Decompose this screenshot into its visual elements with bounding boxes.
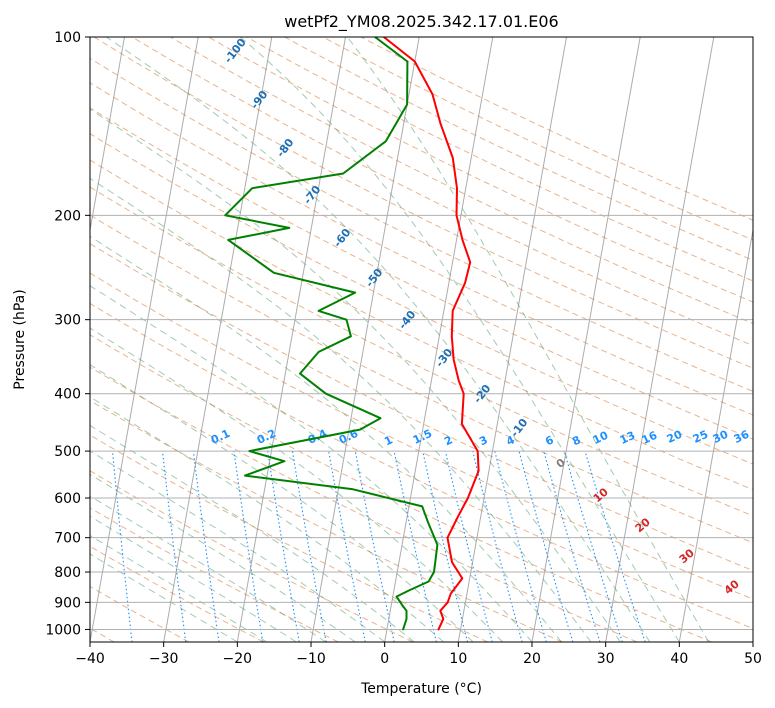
x-tick-label: 0 [380,651,389,667]
isotherm-line [310,37,420,642]
dry-adiabat-line [90,302,753,630]
moist-adiabat-line [90,495,326,642]
isotherms [90,37,753,642]
dry-adiabat-line [208,37,753,303]
dry-adiabat-line [90,366,638,642]
dry-adiabat-line [360,37,753,221]
moist-adiabat-line [90,396,444,642]
mixing-ratio-label: 36 [732,428,752,446]
mixing-ratio-line [563,450,623,642]
pressure-gridlines [90,37,753,630]
dry-adiabat-line [90,470,414,642]
dry-adiabat-line [90,107,753,440]
moist-adiabat-line [90,473,356,642]
dry-adiabat-line [90,214,753,544]
dewpoint-profile-line [224,37,439,631]
chart-title: wetPf2_YM08.2025.342.17.01.E06 [284,12,558,32]
mixing-ratio-line [192,451,220,642]
isotherm-line [457,37,567,642]
isotherm-line [605,37,715,642]
dry-adiabat-line [246,37,753,282]
mixing-ratio-label: 16 [640,429,660,447]
moist-adiabat-line [90,285,533,642]
x-tick-label: −30 [149,651,179,667]
y-tick-label: 900 [54,595,81,611]
y-tick-label: 500 [54,444,81,460]
mixing-ratio-line [354,450,395,642]
mixing-ratio-line [161,451,187,642]
x-axis-title: Temperature (°C) [360,681,482,697]
x-tick-label: 50 [744,651,762,667]
plot-area: -100-90-80-70-60-50-40-30-20-100.1 0.2 0.4… [90,37,753,642]
isotherm-line [90,37,125,233]
y-tick-label: 200 [54,208,81,224]
dry-adiabat-line [284,37,753,261]
dry-adiabat-line [90,243,753,572]
dry-adiabats [90,37,753,642]
mixing-ratio-line [267,451,300,642]
dry-adiabat-line [131,37,753,347]
mixing-ratio-line [422,450,469,642]
y-tick-label: 100 [54,30,81,46]
x-tick-label: −20 [223,651,253,667]
dry-adiabat-line [90,133,753,465]
moist-adiabat-line [90,235,562,642]
series-lines [224,37,480,631]
isotherm-line [531,37,641,642]
dry-adiabat-line [90,272,753,600]
mixing-ratio-line [518,450,574,642]
mixing-ratio-line [584,450,646,642]
dry-adiabat-line [90,507,339,642]
x-tick-label: −10 [296,651,326,667]
isotherm-line [163,37,273,642]
mixing-ratio-line [393,450,437,642]
dry-adiabat-line [90,57,753,392]
y-tick-label: 400 [54,387,81,403]
mixing-ratio-label: 13 [618,429,637,447]
moist-adiabat-line [90,108,621,642]
dry-adiabat-line [322,37,753,241]
y-axis-title: Pressure (hPa) [12,289,28,389]
mixing-ratio-line [233,451,264,642]
dry-adiabat-line [90,159,753,491]
y-tick-label: 800 [54,565,81,581]
isotherm-line [90,37,199,642]
y-tick-label: 300 [54,313,81,329]
mixing-ratio-label: 30 [711,428,731,446]
plot-frame [89,36,754,643]
mixing-ratio-line [291,451,327,642]
x-tick-label: 20 [523,651,541,667]
y-axis: 100 200 300 400 500 600 700 800 900 1000 [45,30,90,638]
moist-adiabat-line [90,364,474,642]
temperature-profile-line [382,37,480,631]
x-axis: −40 −30 −20 −10 0 10 20 30 40 50 [75,642,762,667]
isotherm-line [384,37,494,642]
mixing-ratio-line [328,451,366,642]
dry-adiabat-line [90,334,712,642]
y-tick-label: 600 [54,491,81,507]
y-tick-label: 700 [54,531,81,547]
x-tick-label: 10 [449,651,467,667]
isotherm-line [236,37,346,642]
x-tick-label: 40 [670,651,688,667]
y-tick-label: 1000 [45,622,81,638]
mixing-ratio-label: 20 [665,428,685,446]
dry-adiabat-line [93,37,753,369]
isotherm-line [678,227,753,642]
x-tick-label: 30 [597,651,615,667]
mixing-ratio-line [472,450,523,642]
mixing-ratio-lines [111,450,646,642]
dry-adiabat-line [90,82,753,416]
moist-adiabat-line [105,37,651,642]
moist-adiabat-line [239,37,680,642]
mixing-ratio-label: 10 [591,429,611,447]
moist-adiabat-line [90,177,592,642]
x-tick-label: −40 [75,651,105,667]
dry-adiabat-line [170,37,753,325]
mixing-ratio-line [444,450,493,642]
mixing-ratio-line [543,450,601,642]
mixing-ratio-label: 25 [691,428,710,446]
